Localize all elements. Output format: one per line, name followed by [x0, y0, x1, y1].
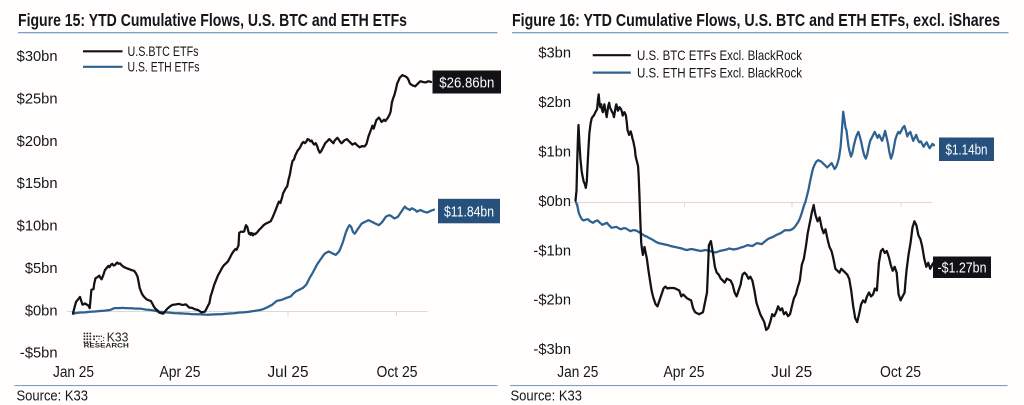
- svg-text:$0bn: $0bn: [538, 194, 571, 210]
- svg-text:Apr 25: Apr 25: [160, 364, 201, 381]
- svg-text:U.S. ETH ETFs: U.S. ETH ETFs: [128, 60, 200, 75]
- svg-text:-$3bn: -$3bn: [533, 342, 571, 358]
- svg-text:K33: K33: [107, 329, 129, 344]
- svg-text:Jan 25: Jan 25: [53, 364, 94, 381]
- svg-text:$5bn: $5bn: [25, 261, 58, 277]
- svg-text:Jul 25: Jul 25: [771, 364, 812, 381]
- svg-text:$0bn: $0bn: [25, 303, 58, 319]
- svg-text:-$5bn: -$5bn: [20, 346, 58, 362]
- svg-text:Apr 25: Apr 25: [664, 364, 705, 381]
- svg-text:Figure 15: YTD Cumulative Flow: Figure 15: YTD Cumulative Flows, U.S. BT…: [18, 10, 407, 30]
- svg-text:Jan 25: Jan 25: [557, 364, 598, 381]
- svg-text:$11.84bn: $11.84bn: [444, 203, 494, 220]
- svg-text:Source: K33: Source: K33: [511, 389, 583, 405]
- svg-text:$3bn: $3bn: [538, 46, 571, 62]
- svg-text:U.S.BTC ETFs: U.S.BTC ETFs: [128, 44, 199, 59]
- svg-text:$10bn: $10bn: [17, 219, 58, 235]
- svg-text:$2bn: $2bn: [538, 95, 571, 111]
- svg-text:$1.14bn: $1.14bn: [946, 142, 988, 159]
- svg-text:$1bn: $1bn: [538, 145, 571, 161]
- svg-text:$25bn: $25bn: [17, 91, 58, 107]
- svg-text:Oct 25: Oct 25: [880, 364, 921, 381]
- svg-text:-$2bn: -$2bn: [533, 293, 571, 309]
- svg-text:$26.86bn: $26.86bn: [439, 74, 494, 91]
- svg-text:$20bn: $20bn: [17, 134, 58, 150]
- svg-text:-$1bn: -$1bn: [533, 243, 571, 259]
- svg-text:-$1.27bn: -$1.27bn: [938, 260, 987, 276]
- svg-text:$30bn: $30bn: [17, 49, 58, 65]
- svg-text:U.S. ETH ETFs Excl. BlackRock: U.S. ETH ETFs Excl. BlackRock: [637, 66, 802, 81]
- svg-text:Source: K33: Source: K33: [17, 389, 89, 405]
- svg-text:Oct 25: Oct 25: [377, 364, 418, 381]
- svg-text:Jul 25: Jul 25: [268, 364, 309, 381]
- svg-text:U.S. BTC ETFs Excl. BlackRock: U.S. BTC ETFs Excl. BlackRock: [637, 48, 802, 63]
- svg-text:Figure 16: YTD Cumulative Flow: Figure 16: YTD Cumulative Flows, U.S. BT…: [512, 10, 1000, 30]
- svg-text:$15bn: $15bn: [17, 176, 58, 192]
- svg-text:RESEARCH: RESEARCH: [84, 343, 129, 350]
